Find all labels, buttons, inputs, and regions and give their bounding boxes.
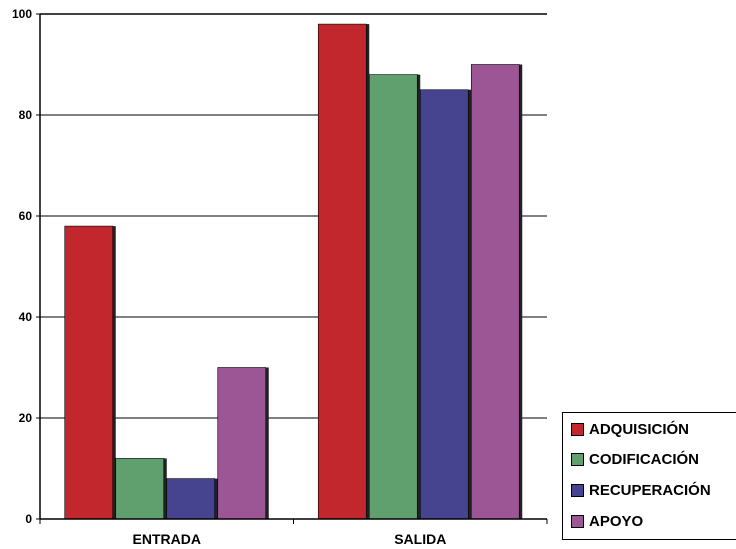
legend-item: RECUPERACIÓN bbox=[571, 480, 711, 500]
bar-shadow bbox=[366, 24, 370, 519]
legend-swatch bbox=[571, 514, 584, 528]
legend: ADQUISICIÓN CODIFICACIÓN RECUPERACIÓN AP… bbox=[562, 412, 736, 540]
legend-item: ADQUISICIÓN bbox=[571, 419, 689, 439]
y-tick-label: 60 bbox=[19, 209, 33, 223]
x-category-label: SALIDA bbox=[394, 531, 446, 547]
bar bbox=[166, 478, 216, 520]
legend-swatch bbox=[571, 422, 584, 436]
bar-shadow bbox=[519, 64, 523, 519]
bar bbox=[115, 458, 165, 520]
y-tick-label: 80 bbox=[19, 108, 33, 122]
bar bbox=[368, 74, 418, 520]
bar-shadow bbox=[417, 74, 421, 519]
legend-swatch bbox=[571, 483, 584, 497]
legend-swatch bbox=[571, 452, 584, 466]
x-category-label: ENTRADA bbox=[133, 531, 201, 547]
bar bbox=[64, 225, 114, 520]
bar-shadow bbox=[112, 226, 116, 519]
x-axis-ticks: ENTRADA SALIDA bbox=[39, 519, 548, 547]
legend-item: APOYO bbox=[571, 511, 643, 531]
y-tick-label: 40 bbox=[19, 310, 33, 324]
y-tick-label: 100 bbox=[12, 7, 32, 21]
legend-label: ADQUISICIÓN bbox=[589, 420, 690, 438]
legend-label: APOYO bbox=[589, 512, 644, 530]
y-axis-ticks: 0 20 40 60 80 100 bbox=[12, 7, 40, 526]
bar-shadow bbox=[214, 478, 218, 519]
legend-item: CODIFICACIÓN bbox=[571, 449, 699, 469]
legend-label: CODIFICACIÓN bbox=[589, 450, 699, 468]
bar-shadow bbox=[468, 89, 472, 519]
bar bbox=[317, 23, 367, 520]
bar bbox=[217, 367, 267, 520]
legend-label: RECUPERACIÓN bbox=[589, 481, 711, 499]
bar bbox=[419, 89, 469, 520]
bar-shadow bbox=[265, 367, 269, 519]
bars-group bbox=[64, 23, 523, 520]
bar bbox=[470, 64, 520, 520]
y-tick-label: 0 bbox=[25, 512, 32, 526]
y-tick-label: 20 bbox=[19, 411, 33, 425]
bar-shadow bbox=[163, 458, 167, 519]
